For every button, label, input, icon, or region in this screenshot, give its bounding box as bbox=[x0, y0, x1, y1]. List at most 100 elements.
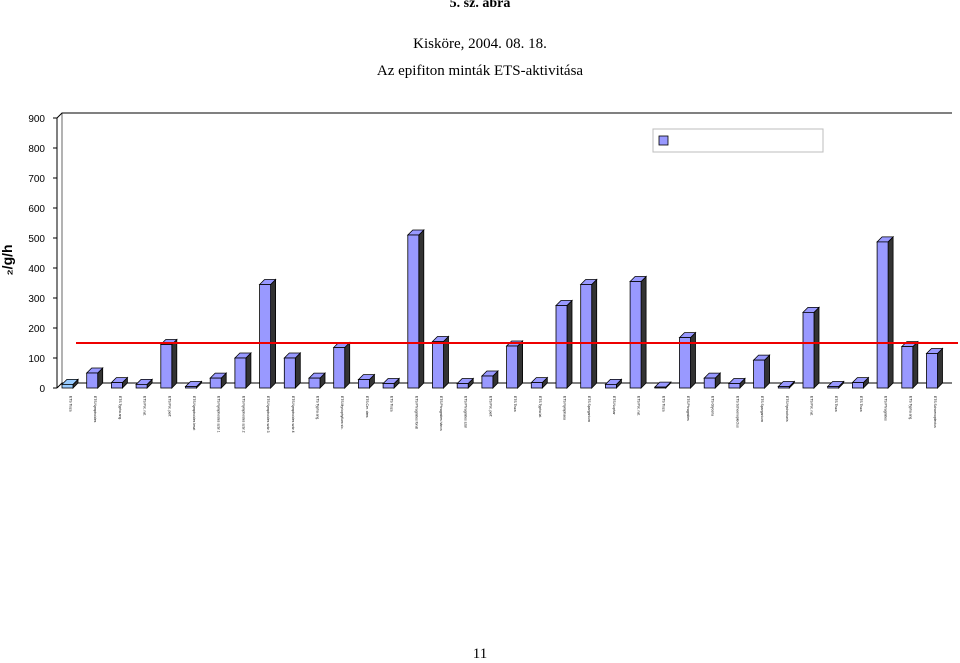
bar bbox=[654, 386, 667, 389]
x-tick-label: ETS Nuphar bbox=[612, 396, 616, 416]
bar bbox=[580, 284, 593, 389]
x-tick-label: ETS Phragmites szár bbox=[464, 396, 468, 429]
bar-side bbox=[245, 352, 252, 389]
legend-swatch bbox=[658, 135, 669, 146]
x-tick-label: ETS Tisza bbox=[661, 396, 665, 412]
y-tick-label: 500 bbox=[28, 234, 45, 245]
bar-side bbox=[517, 340, 523, 389]
x-tick-label: ETS Tisza bbox=[69, 396, 73, 412]
bar-side bbox=[813, 306, 820, 389]
x-tick-label: ETS Cer. dem. bbox=[365, 396, 369, 418]
x-tick-label: ETS Pot. nat. bbox=[143, 396, 147, 416]
bar bbox=[876, 241, 889, 389]
x-tick-label: ETS Sparganium bbox=[760, 396, 764, 422]
x-tick-label: ETS Nymphoides szár 4 bbox=[291, 396, 295, 433]
x-tick-label: ETS Nymphoides szár 2 bbox=[241, 396, 245, 433]
bar bbox=[605, 383, 617, 389]
bar-side bbox=[344, 341, 351, 389]
x-tick-label: ETS Nymphoides leszt bbox=[192, 396, 196, 430]
y-tick-label: 600 bbox=[28, 204, 45, 215]
chart-title: Az epifiton minták ETS-aktivitása bbox=[376, 63, 584, 79]
bar bbox=[852, 382, 864, 389]
page-number: 11 bbox=[472, 646, 488, 662]
x-tick-label: ETS Myriophyllum sic. bbox=[340, 396, 344, 430]
x-tick-label: ETS Tisza bbox=[859, 396, 863, 412]
bar bbox=[308, 377, 321, 389]
bar bbox=[777, 386, 790, 389]
y-tick-label: 400 bbox=[28, 264, 45, 275]
bar-side bbox=[294, 352, 301, 389]
x-tick-label: ETS Pot. nat. bbox=[637, 396, 641, 416]
x-tick-label: ETS Nymphaea bbox=[563, 396, 567, 420]
legend-box bbox=[652, 128, 824, 153]
y-tick-label: 200 bbox=[28, 324, 45, 335]
bar bbox=[61, 383, 74, 389]
y-tick-label: 800 bbox=[28, 144, 45, 155]
bar-side bbox=[764, 354, 770, 389]
figure-label: 5. sz. ábra bbox=[449, 0, 511, 11]
x-tick-label: ETS Glyceria bbox=[711, 396, 715, 416]
bar-side bbox=[443, 335, 449, 389]
bar-side bbox=[912, 340, 919, 389]
bar bbox=[135, 383, 148, 389]
x-tick-label: ETS Typha ang. bbox=[908, 396, 912, 420]
bar bbox=[111, 382, 123, 389]
bar bbox=[382, 383, 395, 389]
bar bbox=[901, 346, 914, 389]
bar bbox=[555, 305, 568, 389]
bar-side bbox=[690, 331, 696, 389]
bar bbox=[160, 344, 173, 389]
bar bbox=[827, 386, 840, 389]
x-tick-label: ETS Tisza bbox=[390, 396, 394, 412]
x-tick-label: ETS Nymphoides szár 3 bbox=[266, 396, 270, 433]
bar bbox=[679, 337, 691, 389]
bar bbox=[234, 357, 247, 389]
y-tick-label: 0 bbox=[39, 384, 45, 395]
x-tick-label: ETS Typha lat. bbox=[538, 396, 542, 418]
x-tick-label: ETS Pot. perf. bbox=[167, 396, 171, 417]
bar bbox=[259, 284, 272, 389]
bar-side bbox=[171, 338, 178, 389]
bar bbox=[333, 347, 346, 389]
y-axis-label: ₂/g/h bbox=[0, 244, 15, 275]
bar bbox=[481, 375, 494, 389]
bar-side bbox=[566, 299, 573, 389]
bar bbox=[506, 345, 519, 389]
bar-side bbox=[591, 278, 598, 389]
y-tick-label: 100 bbox=[28, 354, 45, 365]
bar bbox=[629, 281, 642, 389]
x-tick-label: ETS Phragmites fonál bbox=[414, 396, 418, 429]
bar bbox=[728, 383, 741, 389]
bar bbox=[530, 382, 543, 389]
y-tick-label: 700 bbox=[28, 174, 45, 185]
x-tick-label: ETS Phragmites bbox=[686, 396, 690, 421]
x-tick-label: ETS Pot. nat. bbox=[810, 396, 814, 416]
x-tick-label: ETS Schoenoplectus bbox=[933, 396, 937, 428]
bar bbox=[456, 383, 469, 389]
x-tick-label: ETS Sparganium bbox=[587, 396, 591, 422]
bar-side bbox=[887, 235, 894, 389]
bar bbox=[357, 379, 370, 389]
bar bbox=[185, 386, 197, 389]
x-tick-label: ETS Typha ang. bbox=[118, 396, 122, 420]
y-tick-label: 300 bbox=[28, 294, 45, 305]
bar bbox=[283, 357, 296, 389]
bar bbox=[926, 353, 938, 389]
x-tick-label: ETS Phragmites bbox=[884, 396, 888, 421]
bar-side bbox=[937, 347, 943, 389]
bar bbox=[432, 341, 444, 389]
bar bbox=[86, 372, 99, 389]
x-tick-label: ETS Tisza bbox=[513, 396, 517, 412]
bar bbox=[703, 377, 716, 389]
x-tick-label: ETS Schoenoplectus bbox=[735, 396, 739, 428]
x-tick-label: ETS Nymphoides szár 1 bbox=[217, 396, 221, 433]
x-tick-label: ETS Nymphoides bbox=[93, 396, 97, 423]
bar bbox=[753, 359, 765, 389]
x-tick-label: ETS Tisza bbox=[834, 396, 838, 412]
chart: 0 100 200 300 400 500 600 700 800 900 ₂/g/h ETS Tis… bbox=[0, 112, 958, 433]
bar bbox=[802, 311, 815, 389]
plot-frame bbox=[56, 112, 952, 388]
bar bbox=[209, 377, 222, 389]
bar-side bbox=[270, 278, 277, 389]
x-tick-label: ETS Phragmites háncs bbox=[439, 396, 443, 431]
